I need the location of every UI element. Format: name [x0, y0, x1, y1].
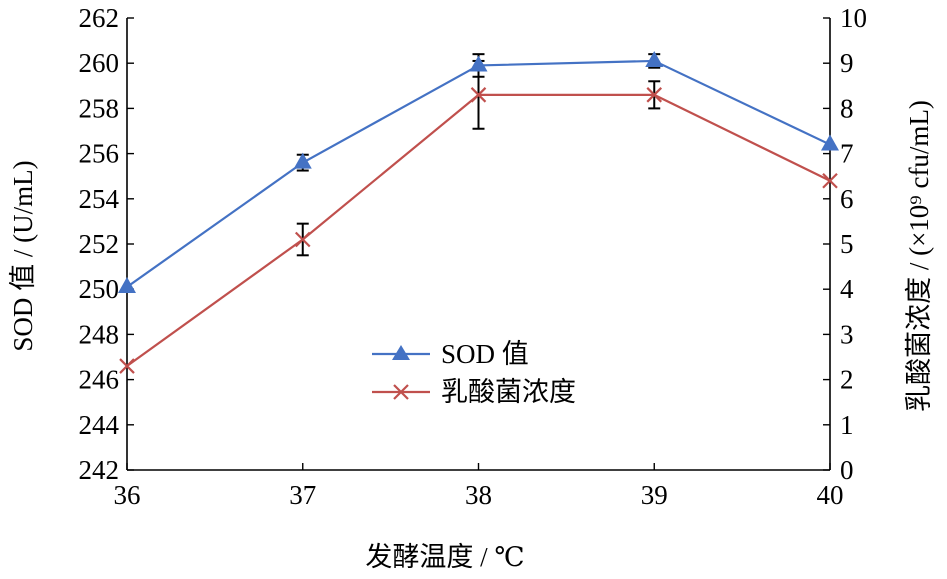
left-tick-label: 248: [79, 319, 120, 349]
data-point-sod: [293, 152, 312, 169]
data-point-sod: [118, 276, 136, 293]
left-tick-label: 242: [79, 455, 120, 485]
right-tick-label: 10: [840, 3, 867, 33]
right-tick-label: 3: [840, 319, 854, 349]
data-point-lab-stroke: [470, 87, 487, 103]
left-tick-label: 262: [79, 3, 120, 33]
legend: SOD 值 乳酸菌浓度: [372, 339, 576, 407]
legend-lab-label: 乳酸菌浓度: [441, 377, 576, 407]
right-tick-label: 1: [840, 410, 854, 440]
data-point-lab-stroke: [646, 87, 663, 103]
x-tick-label: 36: [114, 480, 141, 510]
data-point-lab: [294, 231, 311, 248]
ticks: 242 244 246 248 250 252 254 256 258 260 262 0 1 2 3 4 5 6…: [79, 3, 868, 510]
legend-lab-marker: [393, 384, 409, 400]
left-tick-label: 252: [79, 229, 120, 259]
data-point-lab: [470, 87, 487, 103]
x-tick-label: 37: [289, 480, 316, 510]
x-tick-label: 40: [817, 480, 844, 510]
x-axis-title: 发酵温度 / ℃: [365, 542, 524, 572]
right-tick-label: 6: [840, 184, 854, 214]
left-tick-label: 250: [79, 274, 120, 304]
data-point-sod: [645, 50, 664, 67]
left-tick-label: 254: [79, 184, 120, 214]
right-tick-label: 0: [840, 455, 854, 485]
left-tick-label: 256: [79, 139, 120, 169]
left-axis-title: SOD 值 / (U/mL): [8, 160, 38, 351]
x-tick-label: 39: [641, 480, 668, 510]
legend-sod-marker: [392, 345, 410, 360]
data-point-sod: [469, 55, 488, 72]
legend-sod-label: SOD 值: [441, 339, 529, 369]
right-tick-label: 5: [840, 229, 854, 259]
x-tick-label: 38: [465, 480, 492, 510]
left-tick-label: 244: [79, 410, 120, 440]
left-tick-label: 260: [79, 48, 120, 78]
right-tick-label: 9: [840, 48, 854, 78]
right-tick-label: 7: [840, 139, 854, 169]
data-point-lab: [119, 358, 135, 374]
marker-layer: [118, 50, 839, 374]
errorbar-layer: [296, 53, 661, 257]
data-point-lab: [822, 172, 838, 189]
data-point-lab: [646, 87, 663, 103]
left-tick-label: 246: [79, 365, 120, 395]
right-tick-label: 2: [840, 365, 854, 395]
data-point-lab-stroke: [119, 358, 135, 374]
data-point-lab-stroke: [294, 231, 311, 248]
right-tick-label: 4: [840, 274, 854, 304]
right-axis-title: 乳酸菌浓度 / (×10⁹ cfu/mL): [904, 100, 934, 412]
left-tick-label: 258: [79, 93, 120, 123]
data-point-lab-stroke: [822, 172, 838, 189]
data-point-sod: [821, 134, 839, 151]
right-tick-label: 8: [840, 93, 854, 123]
series-line-1: [126, 93, 831, 367]
